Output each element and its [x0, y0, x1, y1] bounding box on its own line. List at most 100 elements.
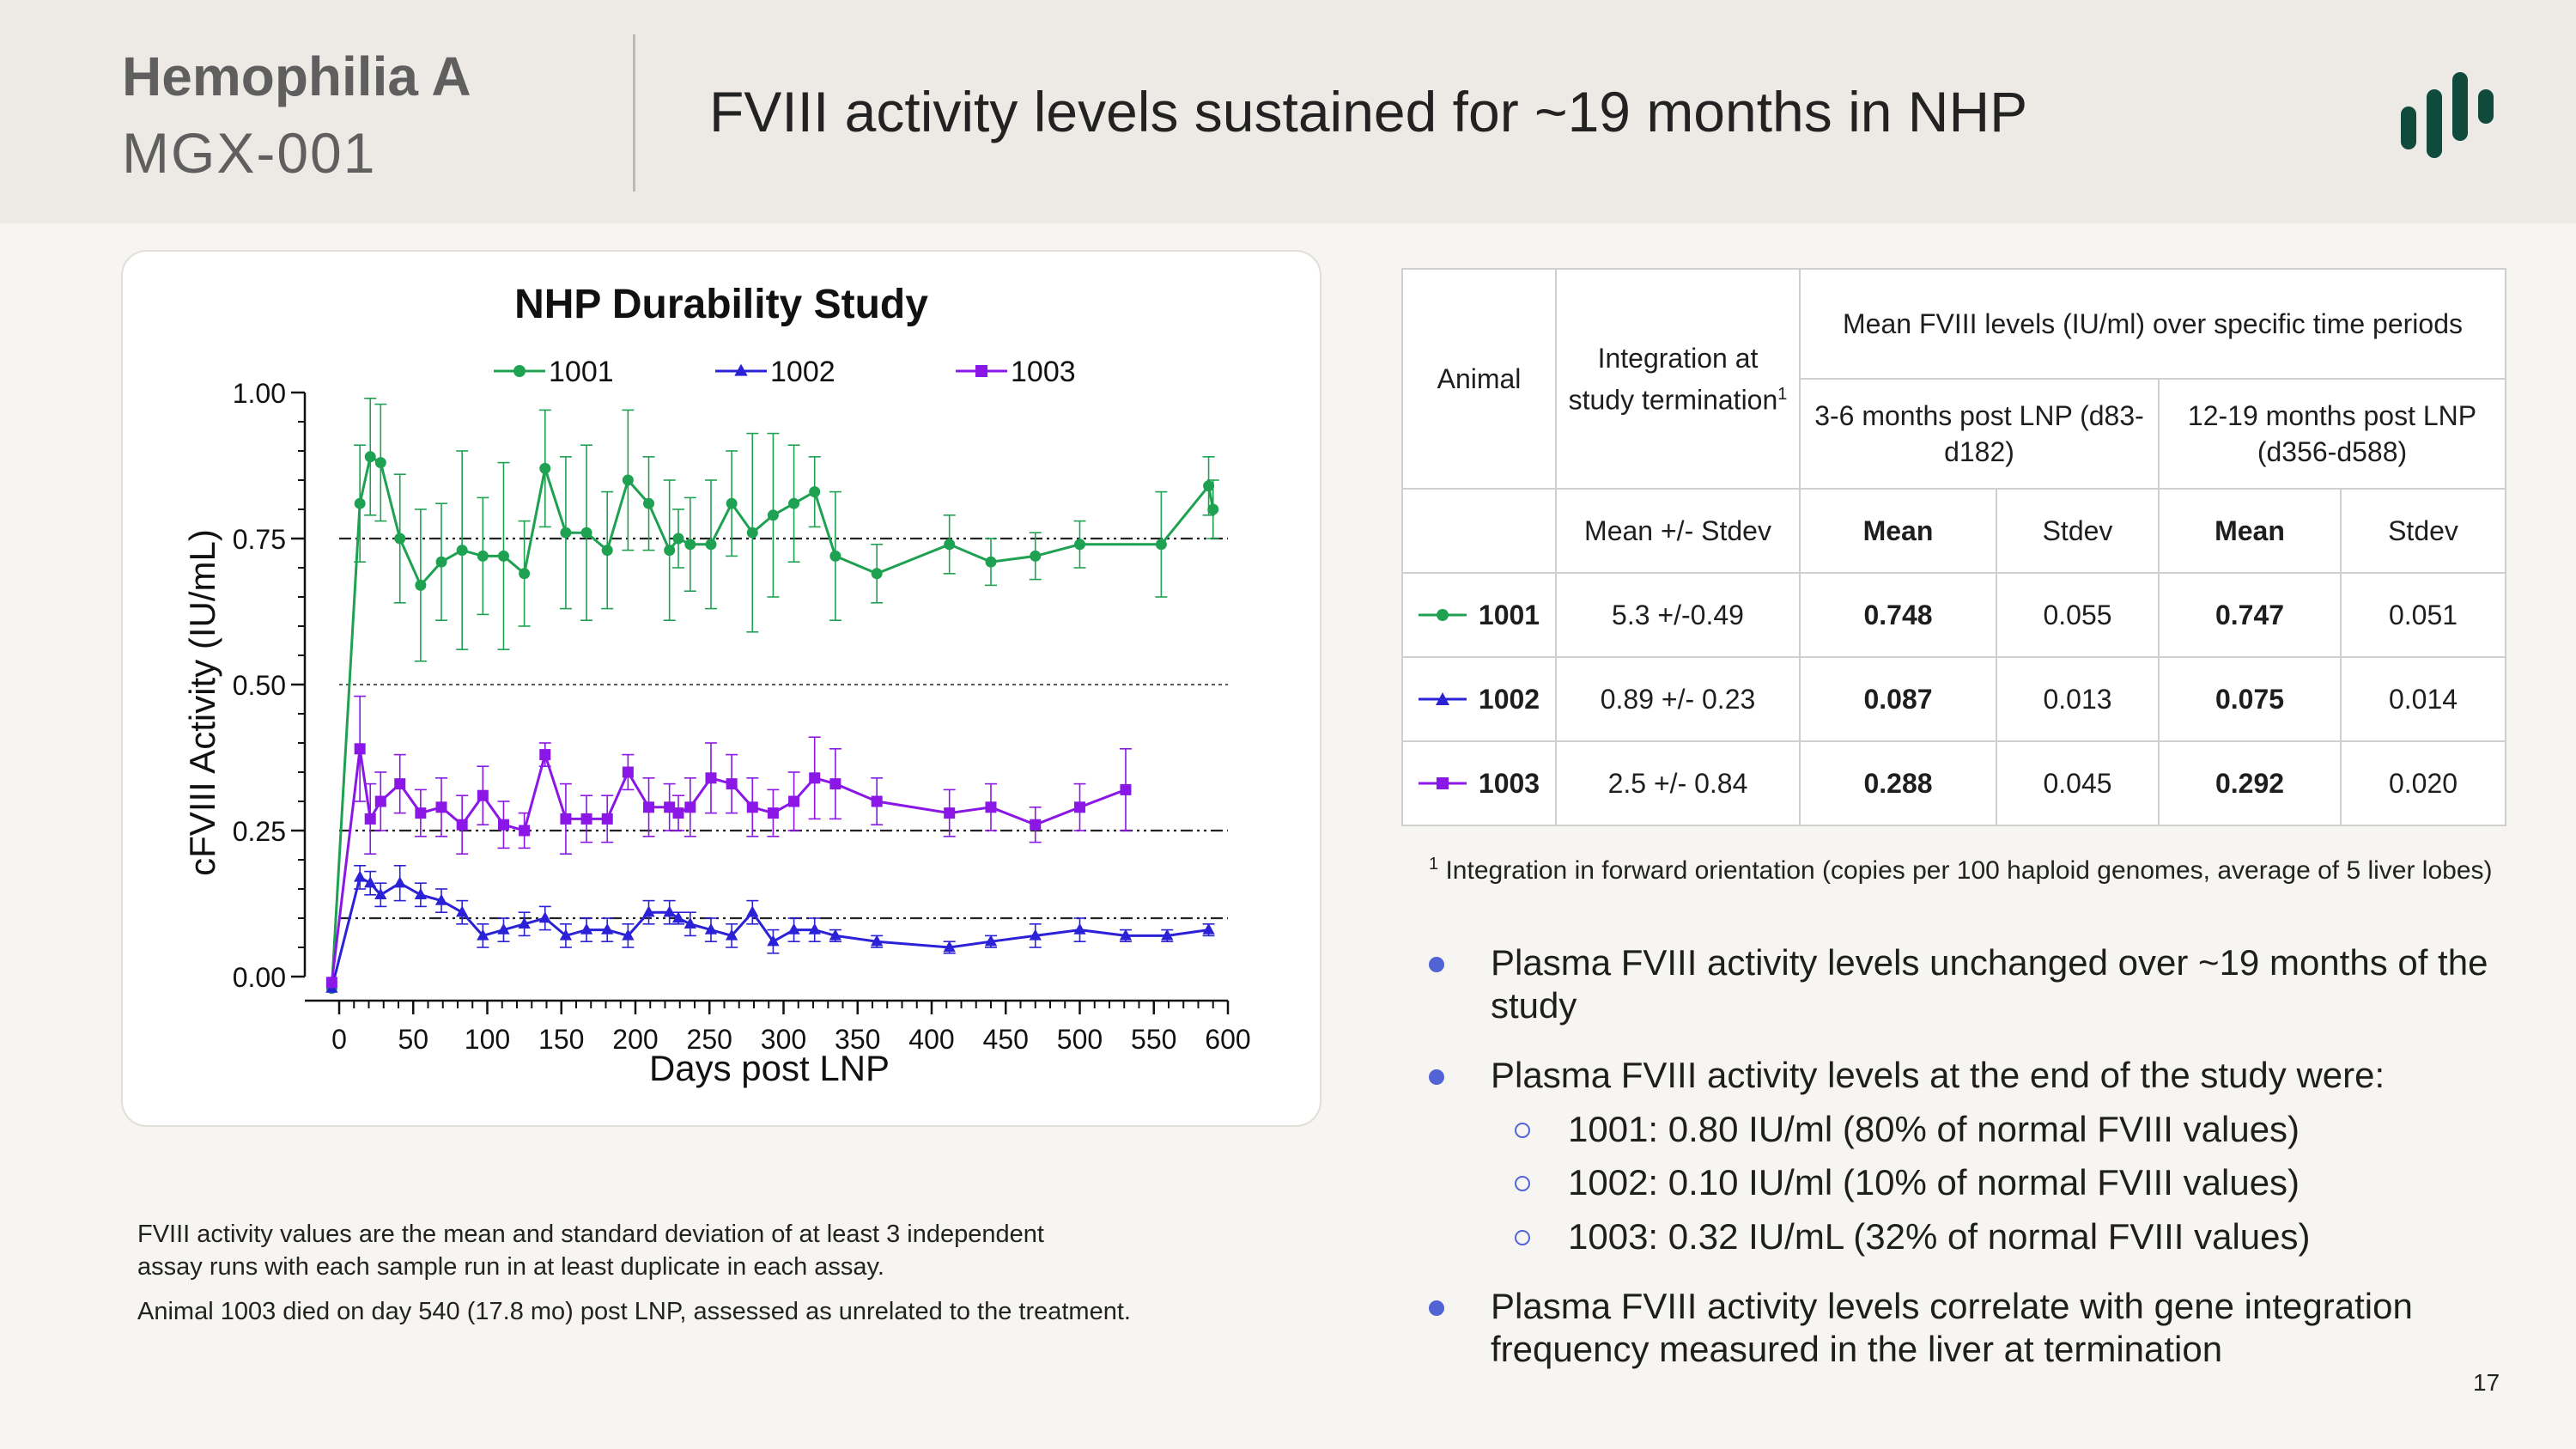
data-point-1002 [434, 893, 448, 905]
data-point-1002 [704, 922, 718, 935]
data-point-1002 [943, 941, 956, 953]
mean2-cell: 0.075 [2158, 656, 2342, 742]
header-animal: Animal [1401, 268, 1557, 490]
data-point-1003 [985, 801, 997, 813]
x-tick-label: 50 [398, 1024, 428, 1055]
x-tick-label: 400 [908, 1024, 954, 1055]
y-axis-label: cFVIII Activity (IU/mL) [182, 529, 222, 876]
data-point-1001 [477, 550, 489, 562]
data-point-1003 [1074, 801, 1085, 813]
data-point-1001 [1074, 539, 1085, 551]
data-point-1001 [374, 457, 386, 469]
chart-marks [325, 397, 1219, 995]
slide-title: FVIII activity levels sustained for ~19 … [709, 80, 2028, 143]
data-point-1001 [664, 545, 676, 557]
data-point-1001 [435, 556, 447, 568]
mean1-cell: 0.288 [1799, 740, 1997, 826]
sub-bullet-circle-icon [1515, 1123, 1530, 1138]
data-point-1001 [519, 568, 531, 580]
stdev1-cell: 0.013 [1996, 656, 2160, 742]
data-point-1001 [394, 533, 406, 545]
data-point-1003 [622, 766, 634, 778]
header-divider [633, 34, 635, 192]
data-point-1001 [944, 539, 956, 551]
data-point-1002 [984, 935, 998, 947]
data-point-1002 [622, 928, 635, 941]
data-point-1003 [394, 778, 406, 790]
y-tick-label: 1.00 [233, 378, 286, 409]
header-mean-levels: Mean FVIII levels (IU/ml) over specific … [1799, 268, 2506, 380]
x-axis-label: Days post LNP [649, 1048, 890, 1088]
data-point-1003 [643, 801, 655, 813]
x-tick-label: 100 [465, 1024, 510, 1055]
data-point-1003 [364, 813, 376, 825]
bullet-dot-icon [1429, 957, 1444, 972]
data-point-1003 [672, 807, 684, 819]
data-point-1001 [672, 533, 684, 545]
x-tick-label: 200 [612, 1024, 658, 1055]
data-point-1001 [1207, 503, 1219, 515]
stdev1-cell: 0.055 [1996, 572, 2160, 658]
data-point-1003 [684, 801, 696, 813]
program-name: Hemophilia A [122, 46, 471, 107]
x-tick-label: 350 [835, 1024, 880, 1055]
data-point-1003 [726, 778, 738, 790]
data-point-1002 [580, 922, 593, 935]
data-point-1003 [325, 977, 337, 989]
data-point-1001 [705, 539, 717, 551]
data-point-1002 [871, 935, 884, 947]
data-point-1002 [683, 917, 696, 928]
data-point-1002 [746, 905, 759, 917]
data-point-1002 [374, 888, 387, 899]
data-point-1003 [560, 813, 572, 825]
y-tick-label: 0.25 [233, 816, 286, 847]
data-point-1002 [477, 928, 489, 941]
mean2-cell: 0.747 [2158, 572, 2342, 658]
data-point-1002 [767, 935, 780, 947]
integration-cell: 2.5 +/- 0.84 [1555, 740, 1801, 826]
data-point-1003 [435, 801, 447, 813]
legend-label: 1003 [1011, 356, 1076, 388]
chart-footnote-1: FVIII activity values are the mean and s… [137, 1221, 1044, 1248]
data-point-1002 [538, 911, 551, 923]
data-point-1002 [642, 905, 655, 917]
chart-title: NHP Durability Study [514, 282, 928, 327]
data-point-1003 [829, 778, 841, 790]
data-point-1001 [726, 497, 738, 509]
data-point-1003 [871, 795, 883, 807]
stdev2-cell: 0.020 [2340, 740, 2506, 826]
x-tick-label: 150 [538, 1024, 584, 1055]
animal-cell: 1003 [1401, 740, 1557, 826]
triangle-marker-icon [1418, 692, 1467, 705]
x-tick-label: 600 [1205, 1024, 1250, 1055]
data-point-1002 [829, 928, 842, 941]
sub-bullet-circle-icon [1515, 1176, 1530, 1191]
stdev2-cell: 0.014 [2340, 656, 2506, 742]
x-tick-label: 450 [983, 1024, 1029, 1055]
header-stdev-1: Stdev [1996, 488, 2160, 574]
data-point-1002 [518, 917, 531, 928]
data-point-1001 [601, 545, 613, 557]
data-point-1001 [809, 486, 821, 498]
data-point-1003 [944, 807, 956, 819]
data-point-1003 [1030, 819, 1042, 831]
stdev1-cell: 0.045 [1996, 740, 2160, 826]
chart-card [121, 250, 1321, 1127]
x-tick-label: 300 [761, 1024, 806, 1055]
data-point-1001 [456, 545, 468, 557]
page-number: 17 [2473, 1369, 2500, 1396]
data-point-1003 [705, 772, 717, 784]
data-point-1003 [539, 749, 551, 761]
mean1-cell: 0.748 [1799, 572, 1997, 658]
company-logo-icon [2401, 72, 2494, 158]
data-point-1002 [364, 876, 377, 888]
data-point-1002 [601, 922, 614, 935]
data-point-1001 [539, 462, 551, 474]
table-row: 1001 5.3 +/-0.49 0.748 0.055 0.747 0.051 [1401, 572, 2506, 658]
data-point-1003 [497, 819, 509, 831]
data-point-1002 [393, 876, 406, 888]
legend-label: 1002 [770, 356, 835, 388]
data-point-1002 [456, 905, 469, 917]
chart-footnote-3: Animal 1003 died on day 540 (17.8 mo) po… [137, 1298, 1131, 1325]
data-point-1002 [787, 922, 800, 935]
